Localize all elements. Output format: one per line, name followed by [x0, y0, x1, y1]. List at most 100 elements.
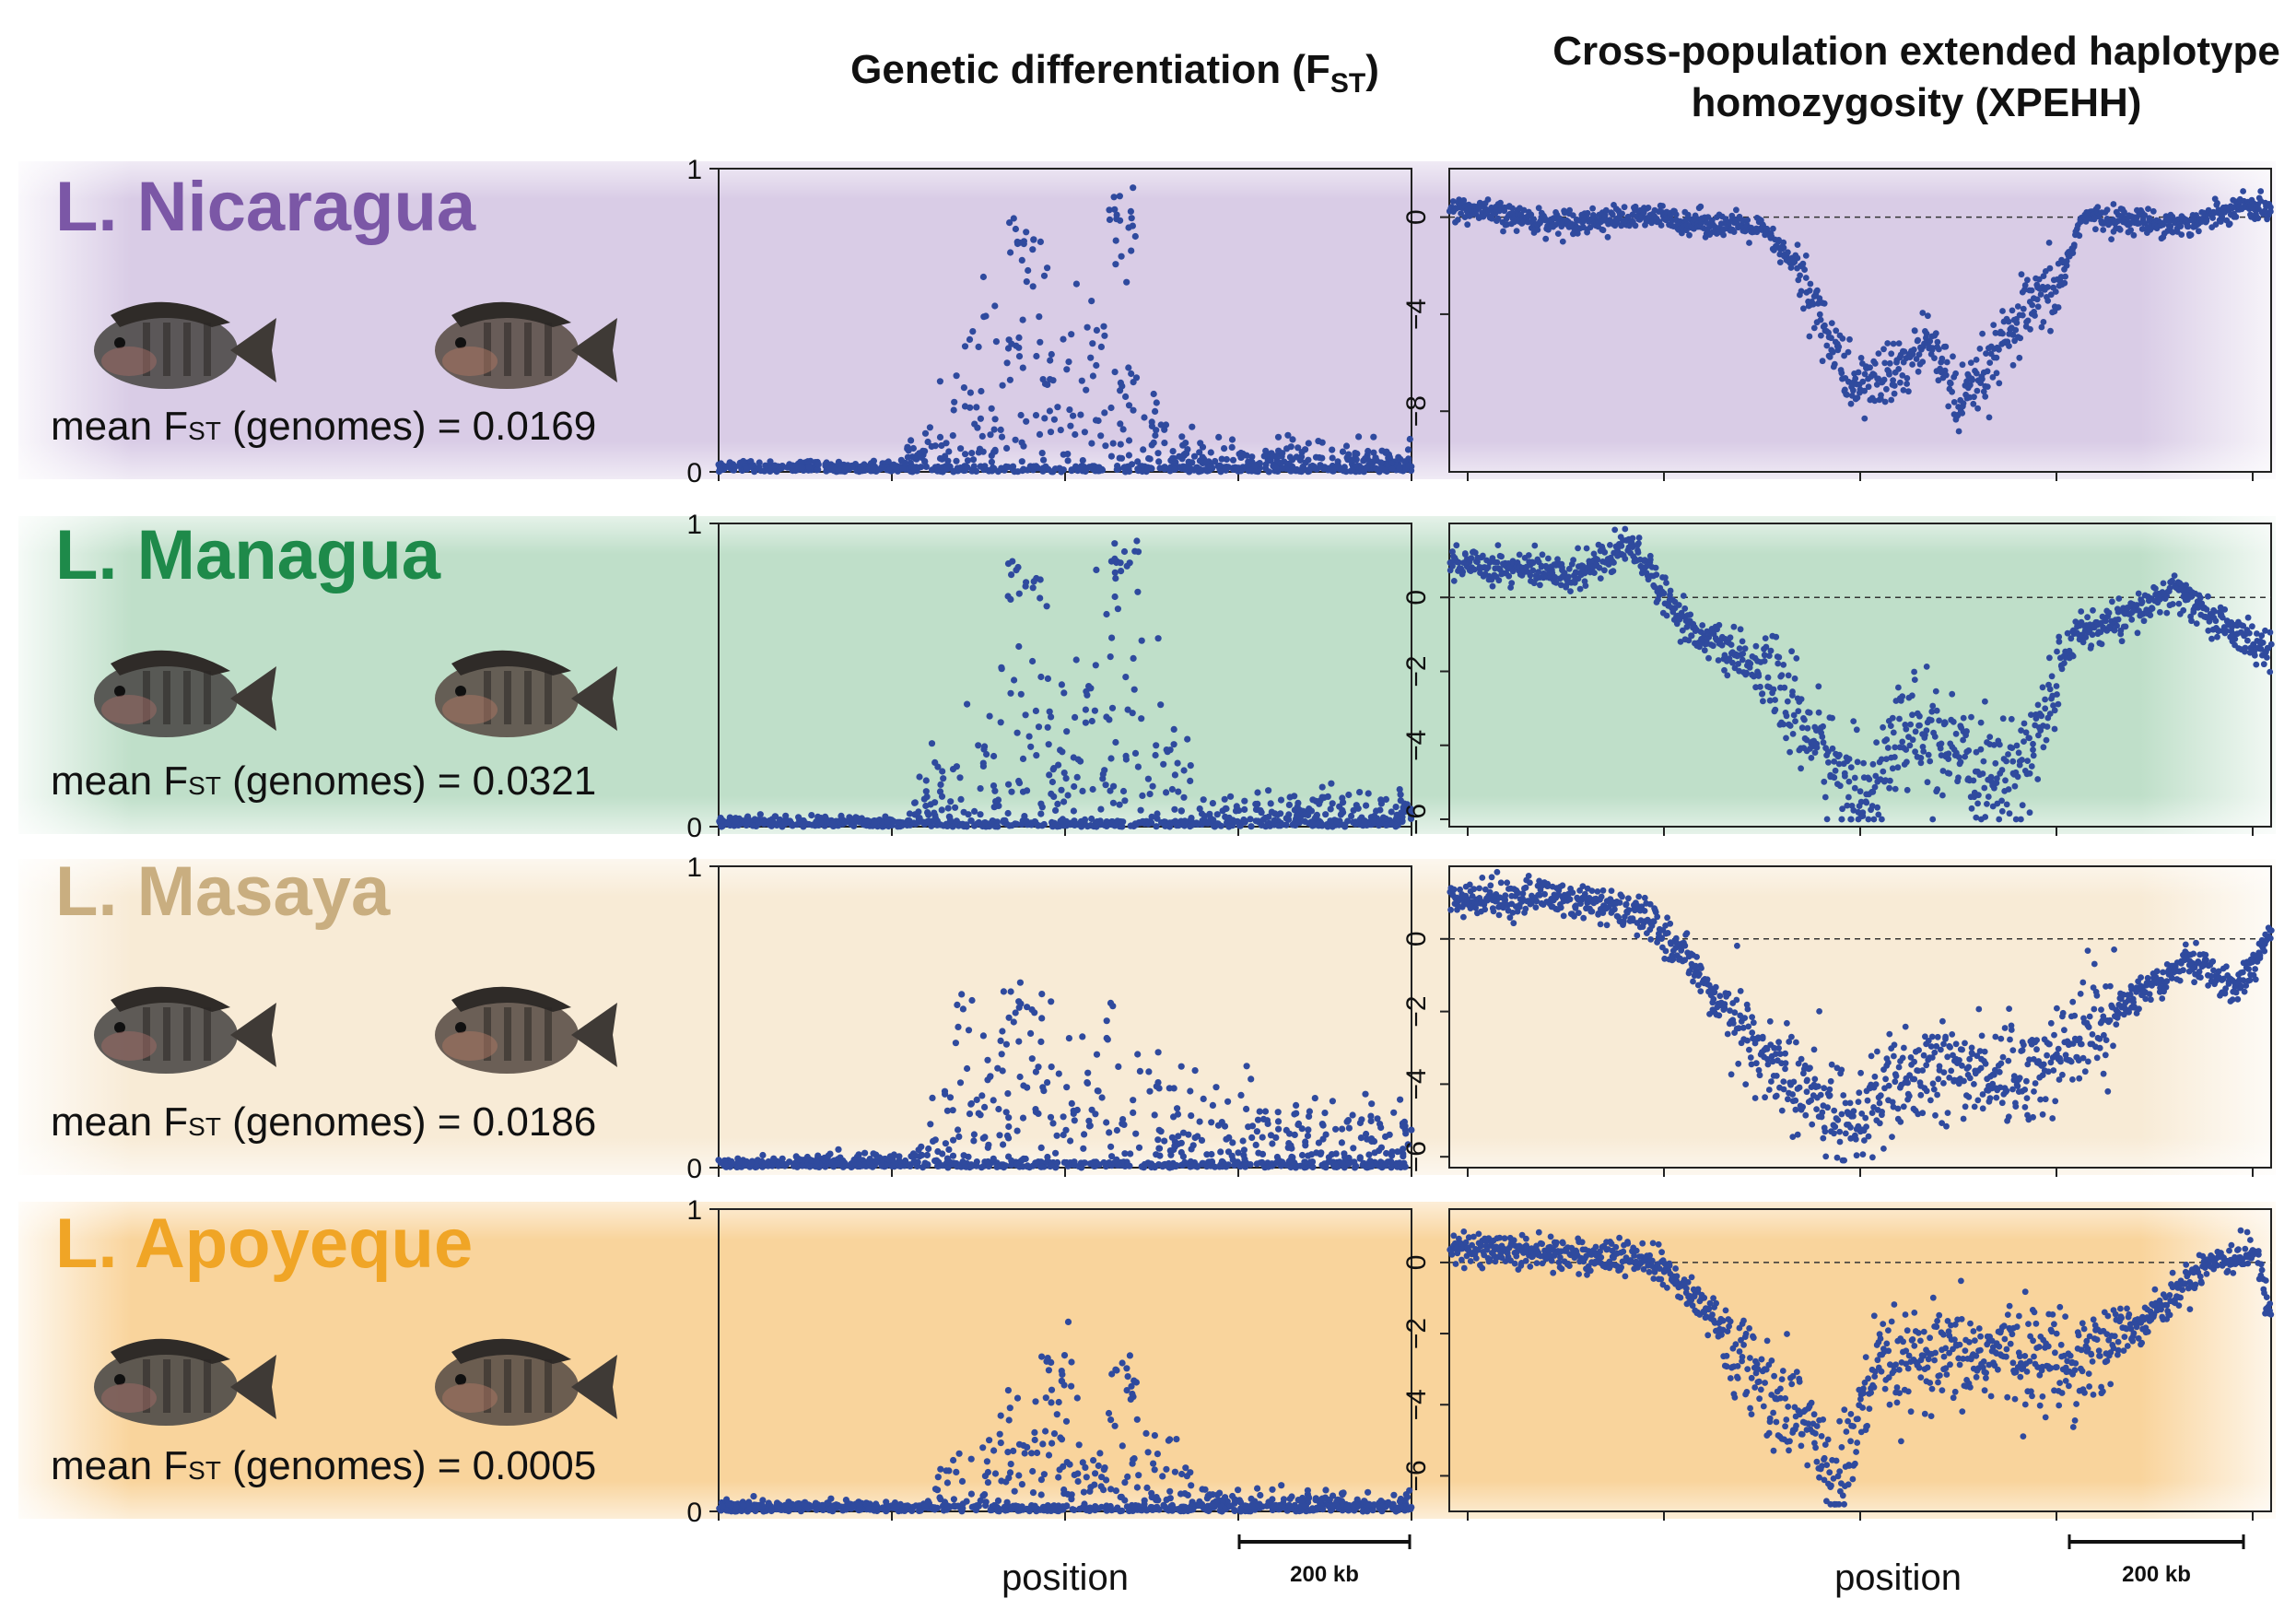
fst-point	[1015, 334, 1023, 341]
fst-point	[924, 817, 931, 825]
xpehh-point	[1900, 387, 1907, 394]
fst-point	[751, 468, 758, 476]
fst-point	[911, 820, 920, 828]
xpehh-point	[1535, 205, 1542, 212]
xpehh-point	[1999, 715, 2007, 723]
fst-point	[1188, 815, 1195, 822]
xpehh-point	[1773, 633, 1780, 640]
fst-point	[1035, 723, 1043, 731]
xpehh-point	[1579, 563, 1587, 570]
xpehh-point	[1629, 544, 1636, 550]
xpehh-point	[1705, 654, 1712, 662]
xpehh-point	[1797, 272, 1803, 279]
xpehh-point	[2032, 715, 2040, 722]
xpehh-point	[1923, 330, 1930, 337]
xpehh-point	[1959, 410, 1966, 417]
xpehh-point	[1989, 374, 1997, 381]
fst-point	[1019, 755, 1027, 763]
fst-point	[1102, 442, 1109, 450]
xpehh-point	[2108, 236, 2115, 242]
mean-fst-value: (genomes) = 0.0186	[221, 1099, 596, 1145]
fst-point	[789, 462, 796, 469]
xpehh-point	[1968, 713, 1974, 721]
xpehh-point	[1789, 731, 1797, 737]
xpehh-point	[1601, 548, 1609, 556]
xpehh-point	[2135, 590, 2142, 597]
fst-point	[968, 450, 976, 457]
fst-point	[936, 788, 944, 795]
xpehh-point	[1820, 739, 1827, 746]
fst-point	[1161, 1137, 1168, 1145]
fst-point	[1070, 412, 1077, 419]
xpehh-point	[1789, 688, 1796, 695]
xpehh-point	[2045, 240, 2053, 246]
fst-point	[756, 811, 764, 818]
xpehh-point	[2246, 629, 2253, 637]
fst-point	[1332, 1125, 1340, 1133]
fst-point	[1355, 433, 1363, 441]
xpehh-point	[1464, 221, 1471, 229]
fst-point	[1294, 444, 1302, 452]
fst-point	[1180, 793, 1188, 801]
xpehh-point	[1772, 706, 1779, 713]
fst-point	[970, 1131, 978, 1138]
xpehh-point	[1897, 379, 1904, 386]
xpehh-point	[2178, 231, 2185, 238]
xpehh-point	[1810, 324, 1818, 332]
fst-point	[1187, 777, 1194, 785]
xpehh-point	[1645, 205, 1652, 211]
fst-point	[1098, 1094, 1106, 1101]
fst-point	[1277, 796, 1285, 804]
xpehh-point	[1730, 623, 1738, 630]
fst-point	[1130, 654, 1137, 663]
fst-point	[923, 793, 931, 801]
xpehh-point	[1679, 229, 1685, 237]
xpehh-point	[2015, 749, 2022, 757]
fst-point	[927, 1121, 934, 1128]
fst-point	[1139, 817, 1146, 825]
fst-point	[861, 1149, 869, 1157]
fst-point	[1157, 1128, 1165, 1135]
fst-point	[1030, 236, 1037, 243]
fst-point	[1233, 803, 1240, 810]
xpehh-point	[1687, 611, 1694, 618]
fst-point	[1367, 1117, 1375, 1125]
fst-point	[1092, 662, 1099, 669]
fst-point	[1146, 455, 1154, 463]
xpehh-point	[1979, 330, 1986, 337]
fst-point	[1339, 448, 1347, 455]
fst-point	[1093, 566, 1100, 574]
xpehh-point	[1986, 734, 1994, 740]
xpehh-point	[1584, 229, 1590, 236]
xpehh-point	[2103, 617, 2109, 625]
xpehh-point	[1739, 656, 1746, 664]
xpehh-point	[1752, 684, 1759, 691]
fst-point	[944, 805, 952, 812]
xpehh-point	[1850, 387, 1857, 394]
fst-point	[1073, 773, 1081, 781]
fst-point	[946, 1158, 954, 1166]
fst-point	[959, 820, 966, 828]
xpehh-point	[1794, 241, 1801, 248]
xpehh-point	[1741, 645, 1749, 652]
fst-point	[1329, 446, 1336, 453]
xpehh-point	[1905, 388, 1912, 395]
fst-point	[997, 426, 1004, 433]
xpehh-point	[1923, 664, 1930, 670]
xpehh-point	[1911, 327, 1918, 335]
xpehh-point	[2009, 361, 2017, 369]
xpehh-point	[2046, 264, 2054, 272]
xpehh-point	[2024, 276, 2031, 284]
xpehh-point	[1569, 212, 1576, 219]
xpehh-point	[2034, 303, 2042, 311]
xpehh-point	[1913, 356, 1920, 362]
fst-point	[1217, 1148, 1224, 1156]
xpehh-point	[2009, 307, 2016, 314]
xpehh-point	[1759, 690, 1766, 698]
xpehh-point	[1450, 578, 1458, 584]
xpehh-point	[1919, 310, 1927, 316]
xpehh-point	[1960, 736, 1967, 744]
xpehh-point	[2009, 745, 2016, 751]
xpehh-point	[1895, 366, 1903, 372]
xpehh-point	[1967, 382, 1974, 389]
